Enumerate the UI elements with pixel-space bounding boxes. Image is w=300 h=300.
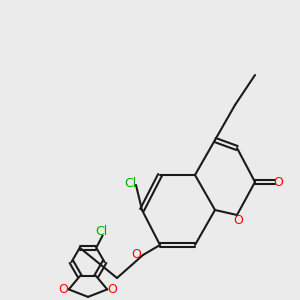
Text: Cl: Cl — [124, 177, 136, 190]
Text: O: O — [234, 214, 243, 227]
Text: O: O — [108, 283, 118, 296]
Text: O: O — [131, 248, 141, 262]
Text: O: O — [58, 283, 68, 296]
Text: Cl: Cl — [95, 225, 107, 238]
Text: O: O — [274, 176, 284, 188]
